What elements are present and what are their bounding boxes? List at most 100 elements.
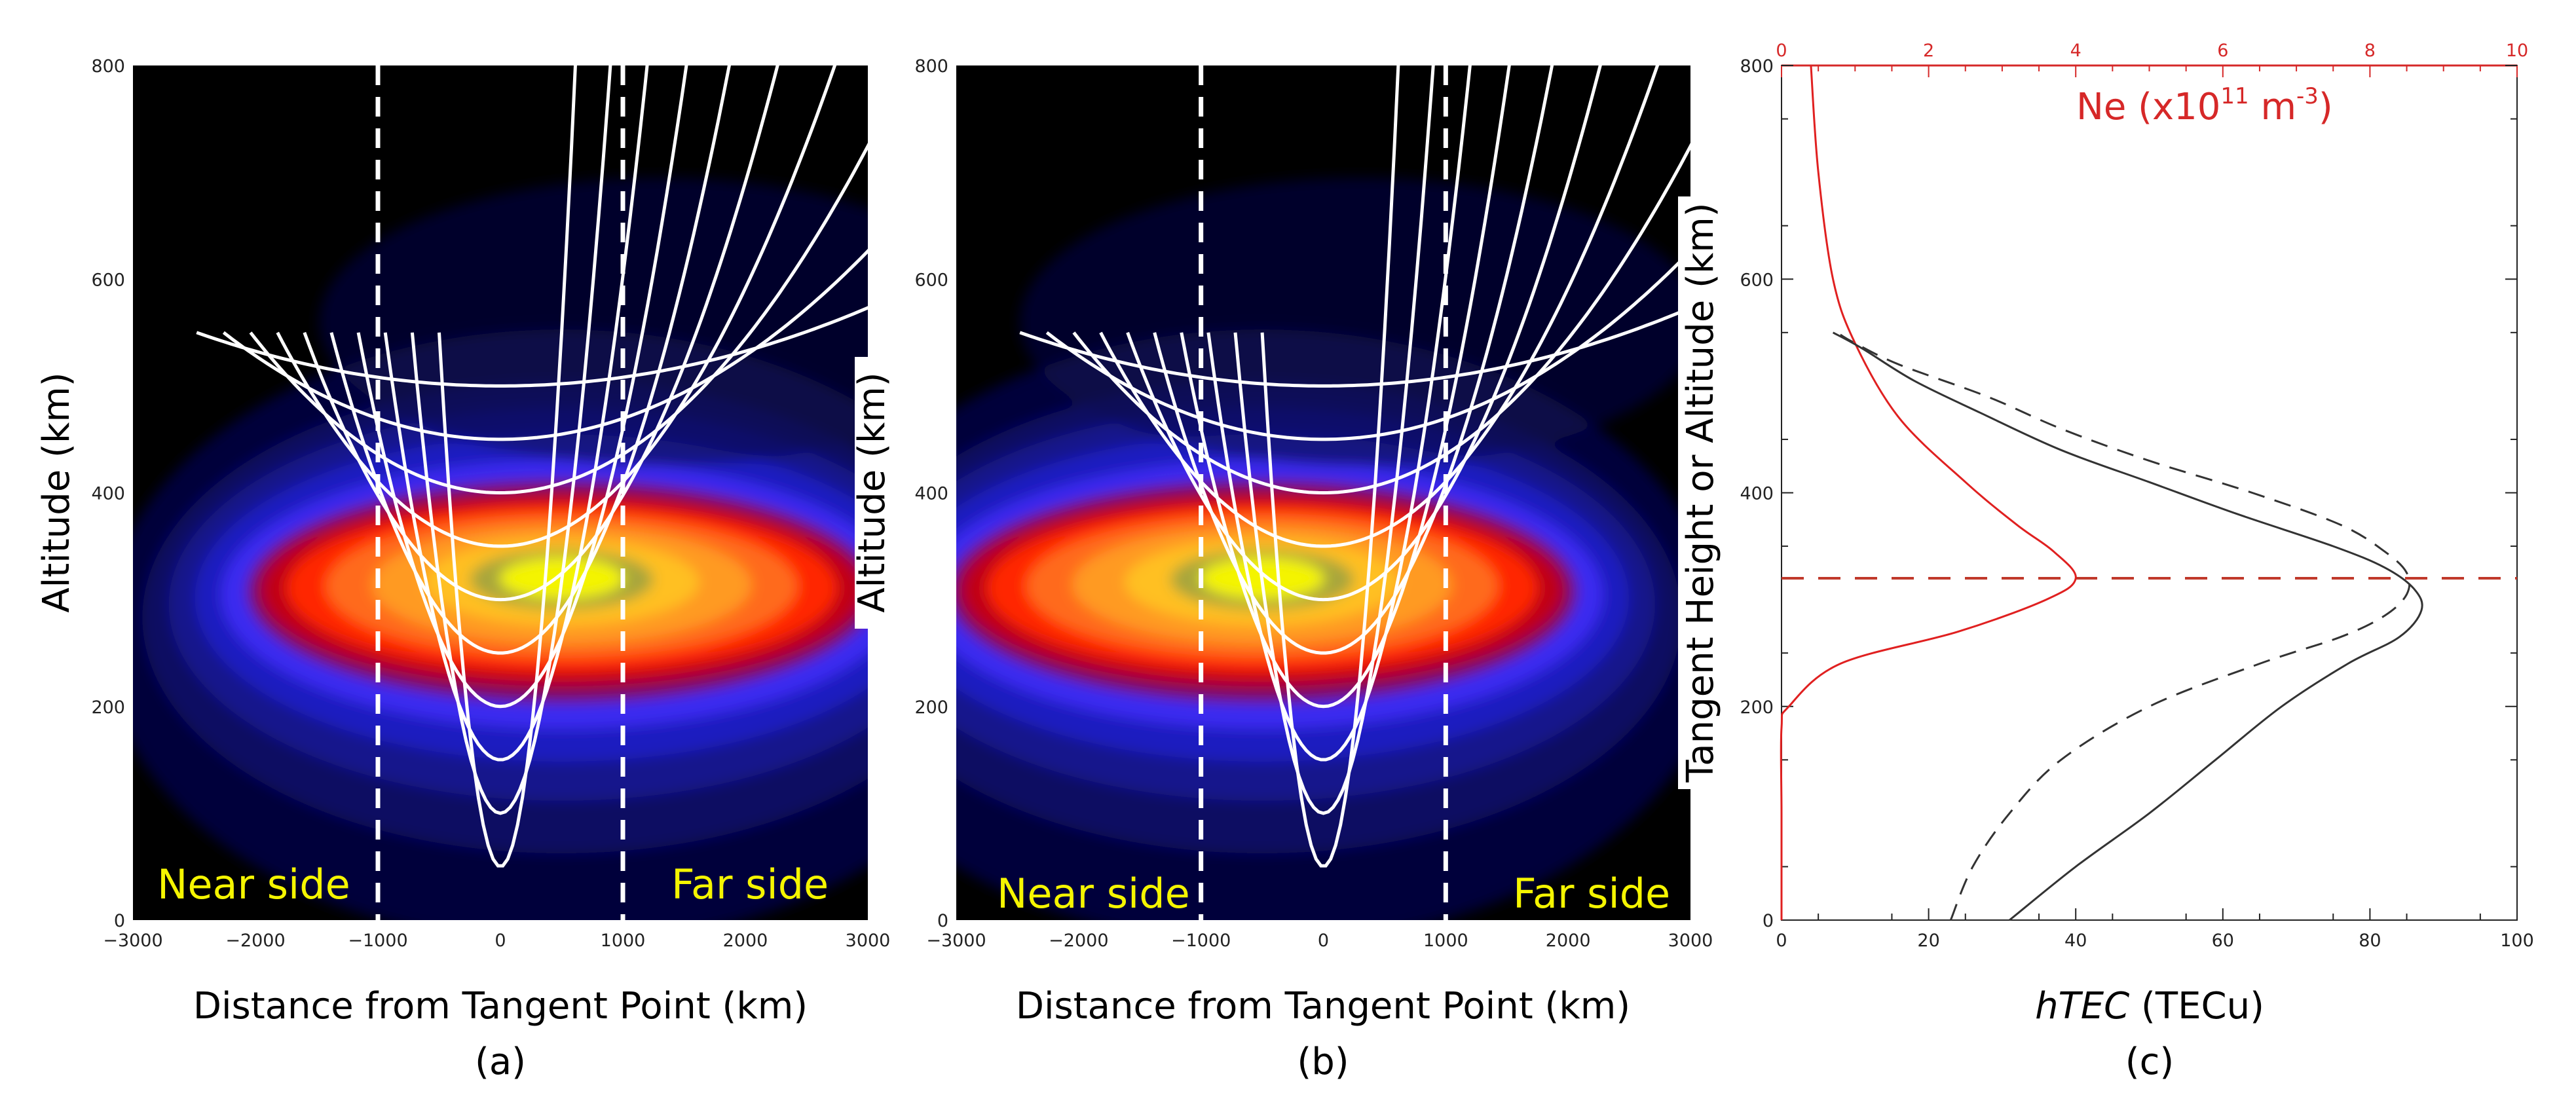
htec-label-units: (TECu) <box>2129 985 2264 1027</box>
top-tick-label: 10 <box>2506 41 2528 61</box>
y-tick-label: 400 <box>91 484 125 504</box>
x-tick-label: 80 <box>2359 931 2381 951</box>
ray-path <box>1019 306 1690 388</box>
ray-path <box>1045 248 1690 441</box>
ray-path <box>438 65 577 868</box>
ray-path <box>1153 65 1554 655</box>
panel-c-plot-frame <box>1781 65 2518 921</box>
panel-a-subtitle: (a) <box>475 1041 526 1083</box>
panel-a-far-side-label: Far side <box>671 860 829 908</box>
panel-b-rays <box>1019 65 1690 868</box>
top-tick-label: 4 <box>2070 41 2081 61</box>
panel-c-x-ticks: 0 20 40 60 80 100 <box>1776 908 2534 951</box>
top-tick-label: 6 <box>2217 41 2228 61</box>
y-tick-label: 0 <box>937 911 948 931</box>
panel-b: −3000 −2000 −1000 0 1000 2000 3000 0 200 400 600 8… <box>851 56 1713 1083</box>
x-tick-label: 3000 <box>846 931 891 951</box>
panel-a-near-side-label: Near side <box>157 860 350 908</box>
y-tick-label: 600 <box>91 270 125 290</box>
ray-path <box>196 306 868 388</box>
ray-path <box>1072 142 1690 495</box>
panel-a-y-ticks: 0 200 400 600 800 <box>91 56 125 931</box>
top-tick-label: 2 <box>1923 41 1934 61</box>
x-tick-label: −3000 <box>926 931 986 951</box>
ne-label-mid: m <box>2249 86 2296 128</box>
y-tick-label: 600 <box>1740 270 1774 290</box>
ray-path <box>1099 65 1660 548</box>
panel-c: 0 20 40 60 80 100 0 2 4 6 8 10 0 200 400 600 800 Ne (x… <box>1678 41 2534 1083</box>
y-tick-label: 200 <box>91 697 125 718</box>
ray-path <box>1260 65 1400 868</box>
x-tick-label: −2000 <box>225 931 285 951</box>
ray-path <box>276 65 837 548</box>
x-tick-label: 1000 <box>601 931 646 951</box>
panel-c-subtitle: (c) <box>2125 1041 2174 1083</box>
panel-b-x-label: Distance from Tangent Point (km) <box>1016 985 1630 1027</box>
heatmap-blur-layer <box>956 177 1690 920</box>
ray-path <box>329 65 731 655</box>
x-tick-label: 20 <box>1917 931 1939 951</box>
y-tick-label: 800 <box>91 56 125 77</box>
y-tick-label: 800 <box>1740 56 1774 77</box>
panel-a: −3000 −2000 −1000 0 1000 2000 3000 0 200 400 600 8… <box>35 56 890 1083</box>
top-tick-label: 0 <box>1776 41 1787 61</box>
top-tick-label: 8 <box>2364 41 2376 61</box>
x-tick-label: 60 <box>2212 931 2234 951</box>
panel-a-y-label: Altitude (km) <box>35 372 78 612</box>
panel-a-rays <box>196 65 868 868</box>
panel-c-y-ticks: 0 200 400 600 800 <box>1740 56 2517 931</box>
heatmap-cap <box>1020 177 1690 466</box>
ne-label-exp1: 11 <box>2220 83 2249 109</box>
panel-b-y-label: Altitude (km) <box>851 372 893 612</box>
ne-label-exp2: -3 <box>2296 83 2319 109</box>
ray-path <box>1233 65 1435 815</box>
ray-path <box>222 248 868 441</box>
y-tick-label: 400 <box>914 484 948 504</box>
panel-b-subtitle: (b) <box>1297 1041 1349 1083</box>
y-tick-label: 400 <box>1740 484 1774 504</box>
ne-label-base: Ne (x10 <box>2076 86 2220 128</box>
y-tick-label: 200 <box>1740 697 1774 718</box>
htec-label-italic: hTEC <box>2035 985 2129 1027</box>
x-tick-label: 0 <box>495 931 506 951</box>
y-tick-label: 0 <box>1763 911 1774 931</box>
ray-path <box>383 65 649 762</box>
y-tick-label: 0 <box>114 911 125 931</box>
panel-c-htec-solid-line <box>1832 331 2423 921</box>
y-tick-label: 200 <box>914 697 948 718</box>
ray-path <box>1126 65 1602 602</box>
panel-c-htec-dashed-line <box>1840 333 2411 921</box>
ray-path <box>249 142 868 495</box>
x-tick-label: 2000 <box>1546 931 1591 951</box>
x-tick-label: 40 <box>2064 931 2087 951</box>
panel-b-y-ticks: 0 200 400 600 800 <box>914 56 948 931</box>
x-tick-label: 100 <box>2500 931 2534 951</box>
x-tick-label: −1000 <box>348 931 407 951</box>
ray-path <box>1206 65 1472 762</box>
x-tick-label: 3000 <box>1668 931 1713 951</box>
ne-label-end: ) <box>2319 86 2333 128</box>
ray-path <box>410 65 612 815</box>
panel-c-x-label: hTEC (TECu) <box>2035 985 2264 1027</box>
panel-c-y-label: Tangent Height or Altitude (km) <box>1679 202 1722 783</box>
x-tick-label: 0 <box>1776 931 1787 951</box>
x-tick-label: 2000 <box>723 931 768 951</box>
panel-c-ylabel-backing <box>1678 196 1724 789</box>
x-tick-label: 0 <box>1318 931 1329 951</box>
x-tick-label: −3000 <box>103 931 162 951</box>
heatmap-cap <box>319 177 868 466</box>
ray-path <box>303 65 779 602</box>
panel-b-far-side-label: Far side <box>1513 870 1670 917</box>
panel-c-ne-profile-line <box>1780 65 2077 920</box>
panel-b-ylabel-backing <box>855 357 891 629</box>
panel-c-top-ticks: 0 2 4 6 8 10 <box>1776 41 2528 77</box>
y-tick-label: 800 <box>914 56 948 77</box>
panel-a-x-ticks: −3000 −2000 −1000 0 1000 2000 3000 <box>103 931 890 951</box>
panel-a-x-label: Distance from Tangent Point (km) <box>193 985 808 1027</box>
panel-b-near-side-label: Near side <box>997 870 1190 917</box>
x-tick-label: −2000 <box>1049 931 1108 951</box>
panel-b-heatmap <box>956 177 1690 920</box>
panel-b-x-ticks: −3000 −2000 −1000 0 1000 2000 3000 <box>926 931 1713 951</box>
